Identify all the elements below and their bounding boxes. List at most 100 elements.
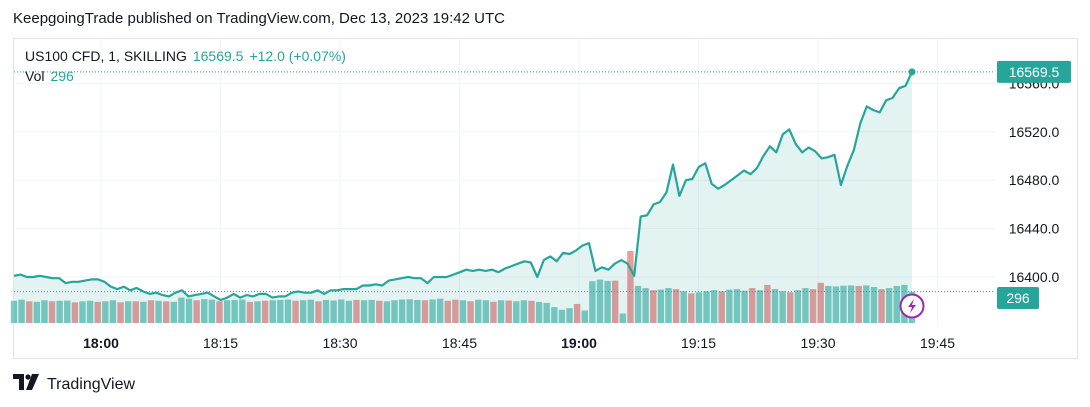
- volume-bar: [497, 300, 505, 323]
- volume-bar: [863, 285, 870, 323]
- volume-bar: [444, 300, 451, 323]
- volume-bar: [102, 301, 109, 323]
- volume-bar: [535, 302, 543, 323]
- volume-bar: [475, 299, 482, 323]
- volume-bar: [543, 302, 550, 323]
- volume-bar: [277, 299, 284, 323]
- volume-bar: [619, 313, 627, 323]
- volume-bar: [140, 301, 147, 323]
- volume-bar: [490, 301, 497, 323]
- volume-bar: [482, 300, 490, 323]
- last-value: 16569.5: [192, 48, 244, 64]
- volume-bar: [109, 300, 117, 323]
- volume-bar: [855, 285, 862, 323]
- volume-bar: [147, 300, 155, 323]
- volume-bar: [398, 299, 406, 323]
- volume-bar: [878, 289, 885, 323]
- x-tick-label: 19:30: [800, 335, 835, 351]
- volume-bar: [322, 299, 330, 323]
- volume-bar: [612, 280, 619, 323]
- tradingview-logo-icon: [13, 374, 41, 395]
- volume-bar: [353, 299, 360, 323]
- volume-bar: [695, 292, 703, 323]
- volume-bar: [589, 281, 596, 323]
- chart-legend: US100 CFD, 1, SKILLING 16569.5 +12.0 (+0…: [25, 46, 346, 86]
- volume-bar: [680, 291, 687, 323]
- volume-bar: [231, 299, 238, 323]
- volume-bar: [581, 310, 588, 323]
- tradingview-footer[interactable]: TradingView: [13, 374, 135, 395]
- price-line: [13, 71, 913, 302]
- volume-bar: [551, 307, 558, 323]
- volume-bar: [893, 285, 900, 323]
- publish-header: KeepgoingTrade published on TradingView.…: [13, 10, 505, 27]
- volume-bar: [338, 299, 345, 323]
- volume-bar: [239, 299, 246, 323]
- volume-bar: [345, 300, 353, 323]
- volume-bar: [718, 291, 725, 323]
- volume-bar: [64, 300, 71, 323]
- volume-bar: [558, 309, 566, 323]
- x-tick-label: 18:30: [322, 335, 357, 351]
- volume-bar: [261, 300, 269, 323]
- volume-bar: [513, 301, 520, 323]
- volume-bar: [299, 300, 307, 323]
- volume-bar: [117, 302, 124, 323]
- volume-bar: [376, 300, 383, 323]
- volume-bar: [650, 290, 657, 323]
- volume-bar: [726, 289, 733, 323]
- y-tick-label: 16480.0: [1009, 172, 1060, 188]
- x-tick-label: 18:45: [442, 335, 477, 351]
- volume-bar: [436, 298, 444, 323]
- volume-bar: [672, 289, 680, 323]
- x-axis-ticks: 18:00 18:15 18:30 18:45 19:00 19:15 19:30 19:45: [83, 335, 955, 351]
- volume-bar: [94, 301, 101, 323]
- volume-bar: [748, 288, 756, 323]
- volume-bar: [794, 290, 802, 323]
- volume-bar: [170, 301, 178, 323]
- volume-bar: [246, 301, 254, 323]
- volume-bar: [185, 298, 193, 323]
- volume-bar: [41, 300, 48, 323]
- volume-bar: [330, 300, 337, 323]
- volume-bar: [269, 300, 276, 323]
- volume-bar: [315, 301, 322, 323]
- volume-bar: [368, 299, 375, 323]
- volume-title[interactable]: Vol: [25, 68, 45, 84]
- volume-bar: [779, 291, 786, 323]
- volume-bar: [163, 301, 170, 323]
- volume-bar: [284, 299, 292, 323]
- x-tick-label: 19:45: [920, 335, 955, 351]
- volume-bar: [10, 300, 18, 323]
- last-price-dot: [908, 68, 916, 76]
- x-tick-label: 19:00: [561, 335, 597, 351]
- volume-bar: [452, 299, 459, 323]
- volume-bar: [86, 300, 94, 323]
- volume-bar: [155, 300, 162, 323]
- volume-bar: [870, 287, 878, 323]
- volume-bar: [254, 301, 261, 323]
- volume-bar: [406, 299, 413, 323]
- flash-icon[interactable]: [899, 293, 925, 319]
- volume-bar: [71, 302, 79, 323]
- grid-lines: [14, 38, 995, 325]
- volume-bar: [79, 301, 86, 323]
- volume-bar: [741, 290, 748, 323]
- x-tick-label: 18:15: [203, 335, 238, 351]
- volume-bar: [520, 300, 528, 323]
- volume-bar: [756, 290, 763, 323]
- volume-bars: [10, 251, 916, 323]
- volume-bar: [307, 299, 314, 323]
- volume-bar: [505, 300, 512, 323]
- volume-bar: [360, 300, 368, 323]
- y-tick-label: 16400.0: [1009, 269, 1060, 285]
- symbol-title[interactable]: US100 CFD, 1, SKILLING: [25, 48, 187, 64]
- volume-bar: [809, 289, 817, 323]
- volume-bar: [688, 293, 695, 323]
- volume-bar: [825, 285, 832, 323]
- volume-bar: [627, 251, 634, 323]
- chart-frame[interactable]: [13, 38, 1078, 359]
- volume-bar: [421, 300, 429, 323]
